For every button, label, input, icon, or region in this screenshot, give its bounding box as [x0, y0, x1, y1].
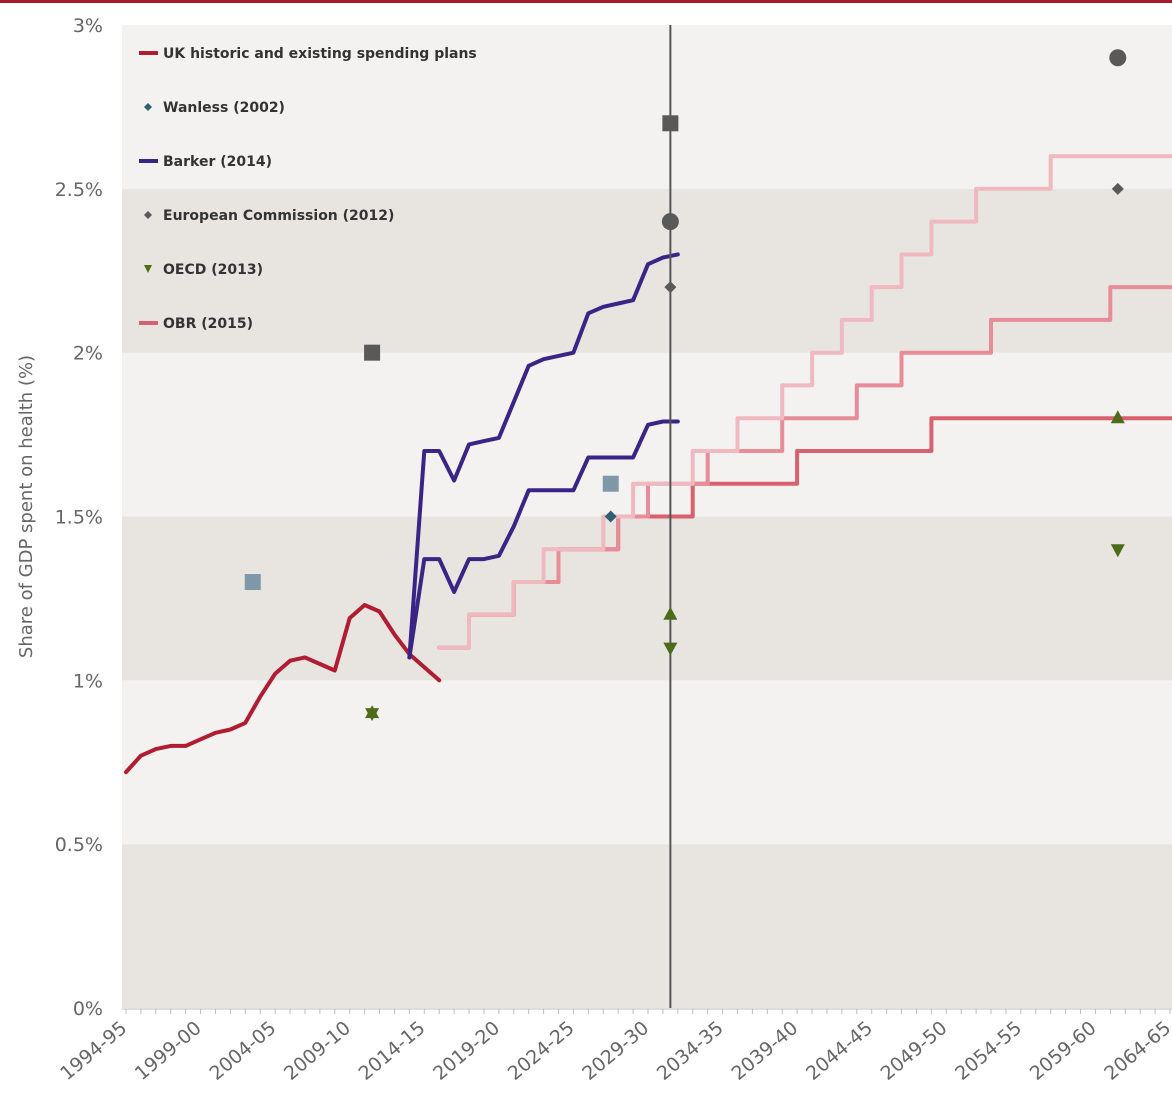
x-tick-label: 2044-45	[802, 1017, 877, 1085]
x-tick-label: 2029-30	[578, 1017, 653, 1085]
y-tick-label: 1%	[73, 670, 103, 692]
x-tick-label: 1999-00	[131, 1017, 206, 1085]
x-tick-label: 2024-25	[504, 1017, 579, 1085]
data-marker-triangle-down	[365, 708, 380, 722]
data-marker-triangle-up	[663, 606, 678, 620]
data-marker-square	[364, 344, 381, 361]
background-band	[122, 844, 1172, 1008]
legend-label: European Commission (2012)	[163, 208, 394, 224]
data-marker-triangle-up	[1110, 410, 1125, 424]
legend-swatch-line	[139, 321, 158, 325]
x-tick-label: 2014-15	[355, 1017, 430, 1085]
data-marker-diamond	[604, 510, 617, 523]
y-axis-label: Share of GDP spent on health (%)	[16, 355, 37, 658]
x-tick-label: 2019-20	[429, 1017, 504, 1085]
legend-label: UK historic and existing spending plans	[163, 46, 477, 62]
series-line-5	[437, 154, 1172, 650]
series-line-2	[407, 419, 680, 660]
y-tick-label: 3%	[73, 15, 103, 37]
legend-label: OECD (2013)	[163, 262, 263, 278]
legend-label: OBR (2015)	[163, 316, 253, 332]
x-tick-label: 2049-50	[877, 1017, 952, 1085]
legend-swatch-line	[139, 51, 158, 55]
data-marker-square	[244, 574, 261, 591]
legend-swatch-triangle	[144, 265, 152, 273]
series-line-4	[437, 285, 1172, 650]
x-tick-label: 2054-55	[951, 1017, 1026, 1085]
y-tick-label: 1.5%	[55, 507, 103, 529]
x-tick-label: 2039-40	[727, 1017, 802, 1085]
data-marker-square	[662, 115, 679, 132]
legend-swatch-line	[139, 159, 158, 163]
data-marker-triangle-down	[1110, 544, 1125, 558]
background-band	[122, 516, 1172, 681]
x-tick-label: 2009-10	[280, 1017, 355, 1085]
data-marker-diamond	[664, 281, 677, 294]
data-marker-circle	[661, 213, 679, 231]
legend-label: Barker (2014)	[163, 154, 272, 170]
data-marker-triangle-down	[663, 642, 678, 656]
x-tick-label: 2034-35	[653, 1017, 728, 1085]
data-marker-square	[602, 475, 619, 492]
series-line-0	[124, 603, 442, 775]
y-tick-label: 0.5%	[55, 834, 103, 856]
x-tick-label: 2059-60	[1026, 1017, 1101, 1085]
data-marker-circle	[1109, 49, 1127, 67]
legend: UK historic and existing spending plans W…	[139, 46, 477, 332]
data-marker-diamond	[1111, 182, 1124, 195]
background-band	[122, 680, 1172, 845]
legend-label: Wanless (2002)	[163, 100, 285, 116]
y-tick-label: 2%	[73, 343, 103, 365]
legend-swatch-diamond	[144, 211, 152, 219]
y-tick-label: 2.5%	[55, 179, 103, 201]
series-line-1	[407, 252, 680, 660]
x-tick-label: 2004-05	[205, 1017, 280, 1085]
x-tick-label: 2064-65	[1100, 1017, 1172, 1085]
top-accent-bar	[0, 0, 1172, 3]
y-tick-label: 0%	[73, 998, 103, 1020]
x-tick-label: 1994-95	[56, 1017, 131, 1085]
background-band	[122, 25, 1172, 189]
legend-swatch-diamond	[144, 103, 152, 111]
